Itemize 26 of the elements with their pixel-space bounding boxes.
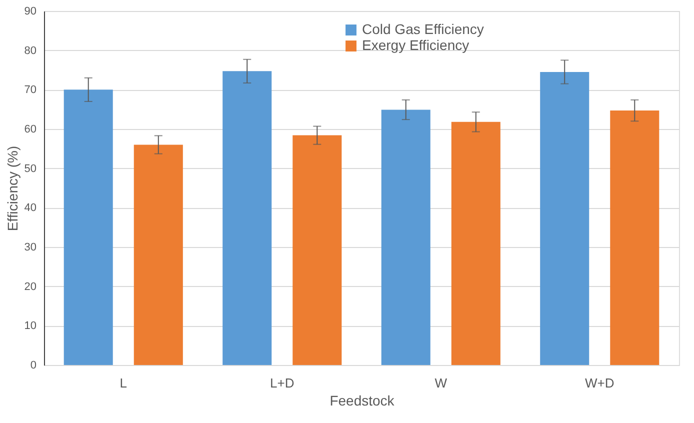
y-tick-label: 20 <box>24 280 36 293</box>
legend-label: Cold Gas Efficiency <box>362 21 484 37</box>
legend-label: Exergy Efficiency <box>362 37 470 53</box>
y-tick-label: 10 <box>24 320 36 332</box>
x-axis-title: Feedstock <box>330 392 396 408</box>
y-tick-label: 80 <box>24 44 36 57</box>
bar <box>610 110 660 365</box>
y-tick-label: 0 <box>30 360 36 372</box>
x-tick-label: L <box>120 376 127 390</box>
y-axis-title: Efficiency (%) <box>4 146 20 232</box>
y-tick-label: 30 <box>24 242 36 254</box>
y-tick-label: 40 <box>24 202 36 214</box>
bar <box>540 72 590 365</box>
y-tick-label: 90 <box>24 6 36 18</box>
x-tick-label: W <box>434 376 448 390</box>
bar <box>222 71 272 365</box>
bar <box>451 122 500 365</box>
x-tick-label: L+D <box>270 376 294 390</box>
y-tick-label: 60 <box>24 124 36 136</box>
bar <box>381 110 430 365</box>
bar <box>64 90 113 365</box>
bar <box>134 144 183 365</box>
y-tick-label: 70 <box>24 84 36 96</box>
bar <box>292 135 342 365</box>
x-tick-label: W+D <box>585 376 614 390</box>
y-tick-label: 50 <box>24 162 36 175</box>
